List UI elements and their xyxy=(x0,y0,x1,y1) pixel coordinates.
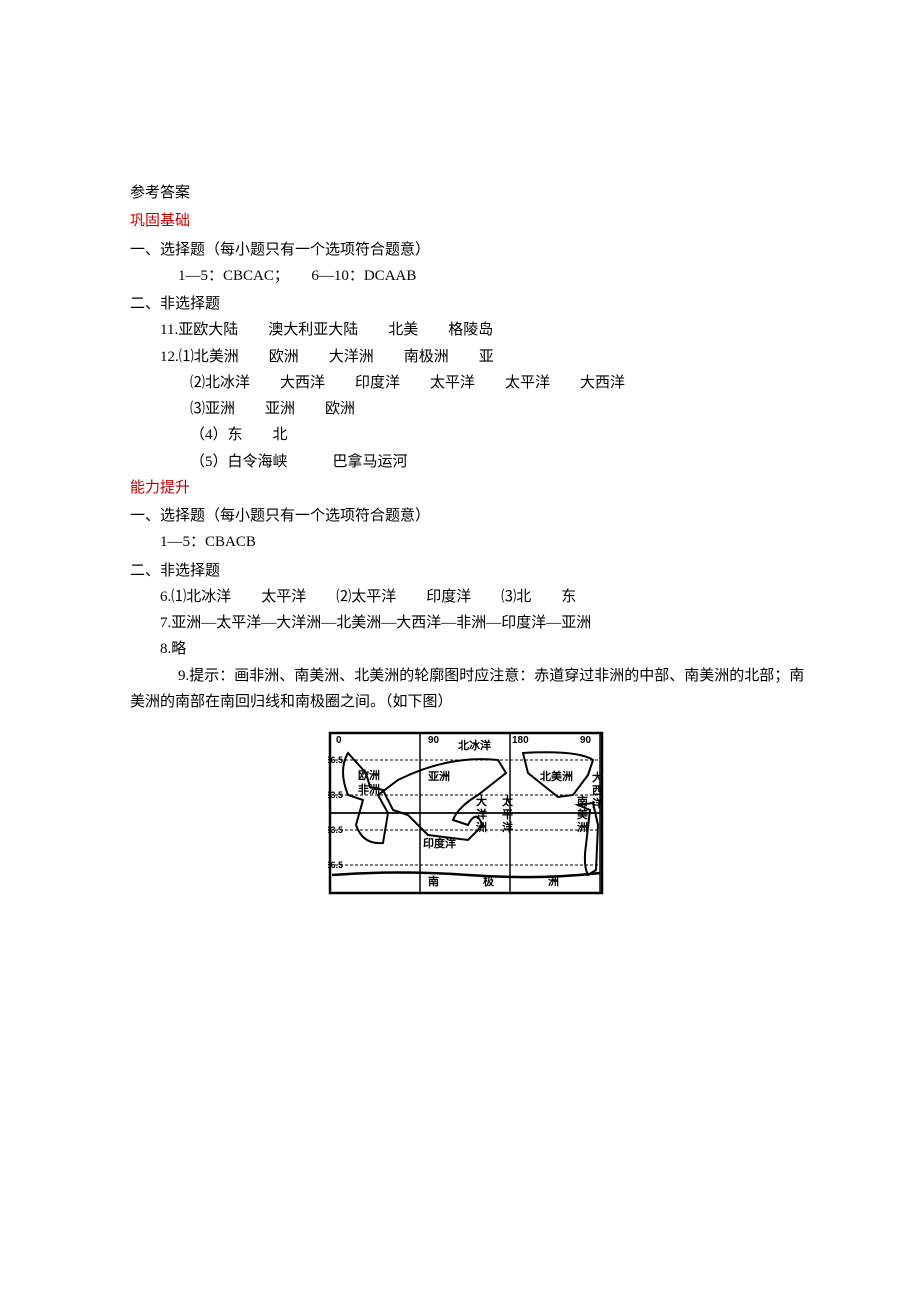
map-diagram: 0901809066.523.523.566.5北冰洋亚洲北美洲欧洲非洲大洋洲太… xyxy=(130,725,805,909)
svg-text:洲: 洲 xyxy=(476,821,487,834)
section-2-part1-header: 一、选择题（每小题只有一个选项符合题意） xyxy=(130,503,805,529)
svg-text:洋: 洋 xyxy=(592,796,603,810)
section-1-part2-header: 二、非选择题 xyxy=(130,291,805,317)
question-12-3: ⑶亚洲 亚洲 欧洲 xyxy=(130,396,805,422)
question-12-2: ⑵北冰洋 大西洋 印度洋 太平洋 太平洋 大西洋 xyxy=(130,370,805,396)
section-2-part2-header: 二、非选择题 xyxy=(130,558,805,584)
question-6: 6.⑴北冰洋 太平洋 ⑵太平洋 印度洋 ⑶北 东 xyxy=(130,584,805,610)
svg-text:大: 大 xyxy=(476,794,487,808)
svg-text:北冰洋: 北冰洋 xyxy=(458,738,491,752)
section-1-header: 巩固基础 xyxy=(130,208,805,234)
svg-text:美: 美 xyxy=(577,807,589,821)
svg-text:平: 平 xyxy=(502,808,513,821)
svg-text:洲: 洲 xyxy=(577,821,588,834)
question-12-1: 12.⑴北美洲 欧洲 大洋洲 南极洲 亚 xyxy=(130,344,805,370)
question-12-4: （4）东 北 xyxy=(130,422,805,448)
question-8: 8.略 xyxy=(130,636,805,662)
svg-text:0: 0 xyxy=(336,735,342,746)
section-1-mc-answers: 1—5：CBCAC； 6—10：DCAAB xyxy=(130,263,805,289)
svg-text:太: 太 xyxy=(501,794,514,808)
svg-text:洋: 洋 xyxy=(502,820,513,834)
svg-text:23.5: 23.5 xyxy=(328,825,343,835)
section-1-part1-header: 一、选择题（每小题只有一个选项符合题意） xyxy=(130,237,805,263)
svg-text:90: 90 xyxy=(428,735,440,746)
svg-text:洋: 洋 xyxy=(476,807,487,821)
svg-text:亚洲: 亚洲 xyxy=(428,770,450,783)
svg-text:洲: 洲 xyxy=(548,875,559,888)
svg-text:印度洋: 印度洋 xyxy=(423,836,456,850)
svg-text:西: 西 xyxy=(592,784,603,797)
question-9: 9.提示：画非洲、南美洲、北美洲的轮廓图时应注意：赤道穿过非洲的中部、南美洲的北… xyxy=(130,663,805,716)
svg-text:23.5: 23.5 xyxy=(328,790,343,800)
svg-text:北美洲: 北美洲 xyxy=(540,769,573,783)
svg-text:66.5: 66.5 xyxy=(328,755,343,765)
svg-text:欧洲: 欧洲 xyxy=(358,768,380,782)
svg-text:非洲: 非洲 xyxy=(358,782,380,796)
svg-text:90: 90 xyxy=(580,735,592,746)
svg-text:180: 180 xyxy=(512,735,529,746)
svg-text:南: 南 xyxy=(428,874,439,888)
svg-text:极: 极 xyxy=(483,874,495,888)
section-2-mc-answers: 1—5：CBACB xyxy=(130,529,805,555)
question-11: 11.亚欧大陆 澳大利亚大陆 北美 格陵岛 xyxy=(130,317,805,343)
page-title: 参考答案 xyxy=(130,180,805,206)
question-7: 7.亚洲—太平洋—大洋洲—北美洲—大西洋—非洲—印度洋—亚洲 xyxy=(130,610,805,636)
svg-text:南: 南 xyxy=(577,794,588,808)
svg-text:66.5: 66.5 xyxy=(328,860,343,870)
question-12-5: （5）白令海峡 巴拿马运河 xyxy=(130,449,805,475)
section-2-header: 能力提升 xyxy=(130,475,805,501)
svg-text:大: 大 xyxy=(592,770,603,784)
